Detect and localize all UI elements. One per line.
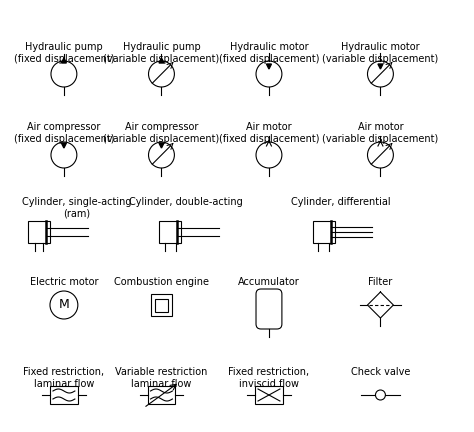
- Bar: [147, 386, 175, 404]
- Text: Electric motor: Electric motor: [30, 277, 98, 287]
- Polygon shape: [378, 64, 383, 69]
- Polygon shape: [159, 143, 164, 148]
- Text: Combustion engine: Combustion engine: [114, 277, 209, 287]
- Text: Variable restriction
laminar flow: Variable restriction laminar flow: [115, 367, 208, 389]
- Text: Hydraulic motor
(fixed displacement): Hydraulic motor (fixed displacement): [219, 42, 319, 64]
- Text: Fixed restriction,
laminar flow: Fixed restriction, laminar flow: [23, 367, 104, 389]
- Text: Cylinder, differential: Cylinder, differential: [291, 197, 391, 207]
- Polygon shape: [266, 64, 272, 69]
- Text: Air motor
(variable displacement): Air motor (variable displacement): [322, 122, 438, 143]
- Polygon shape: [62, 58, 66, 63]
- Text: Fixed restriction,
inviscid flow: Fixed restriction, inviscid flow: [228, 367, 310, 389]
- Bar: [155, 299, 168, 311]
- Text: Check valve: Check valve: [351, 367, 410, 377]
- Bar: [159, 221, 182, 243]
- Text: Air compressor
(variable displacement): Air compressor (variable displacement): [103, 122, 219, 143]
- Text: Cylinder, double-acting: Cylinder, double-acting: [129, 197, 243, 207]
- Text: Hydraulic pump
(fixed displacement): Hydraulic pump (fixed displacement): [14, 42, 114, 64]
- Polygon shape: [159, 58, 164, 63]
- Bar: [50, 386, 78, 404]
- Text: Accumulator: Accumulator: [238, 277, 300, 287]
- Text: Air motor
(fixed displacement): Air motor (fixed displacement): [219, 122, 319, 143]
- Text: Hydraulic pump
(variable displacement): Hydraulic pump (variable displacement): [103, 42, 219, 64]
- Text: Filter: Filter: [368, 277, 392, 287]
- Text: Hydraulic motor
(variable displacement): Hydraulic motor (variable displacement): [322, 42, 438, 64]
- Bar: [313, 221, 335, 243]
- Text: M: M: [58, 299, 69, 311]
- Bar: [151, 294, 173, 316]
- Text: Air compressor
(fixed displacement): Air compressor (fixed displacement): [14, 122, 114, 143]
- Bar: [28, 221, 50, 243]
- Bar: [255, 386, 283, 404]
- Text: Cylinder, single-acting
(ram): Cylinder, single-acting (ram): [22, 197, 132, 219]
- Polygon shape: [62, 143, 66, 148]
